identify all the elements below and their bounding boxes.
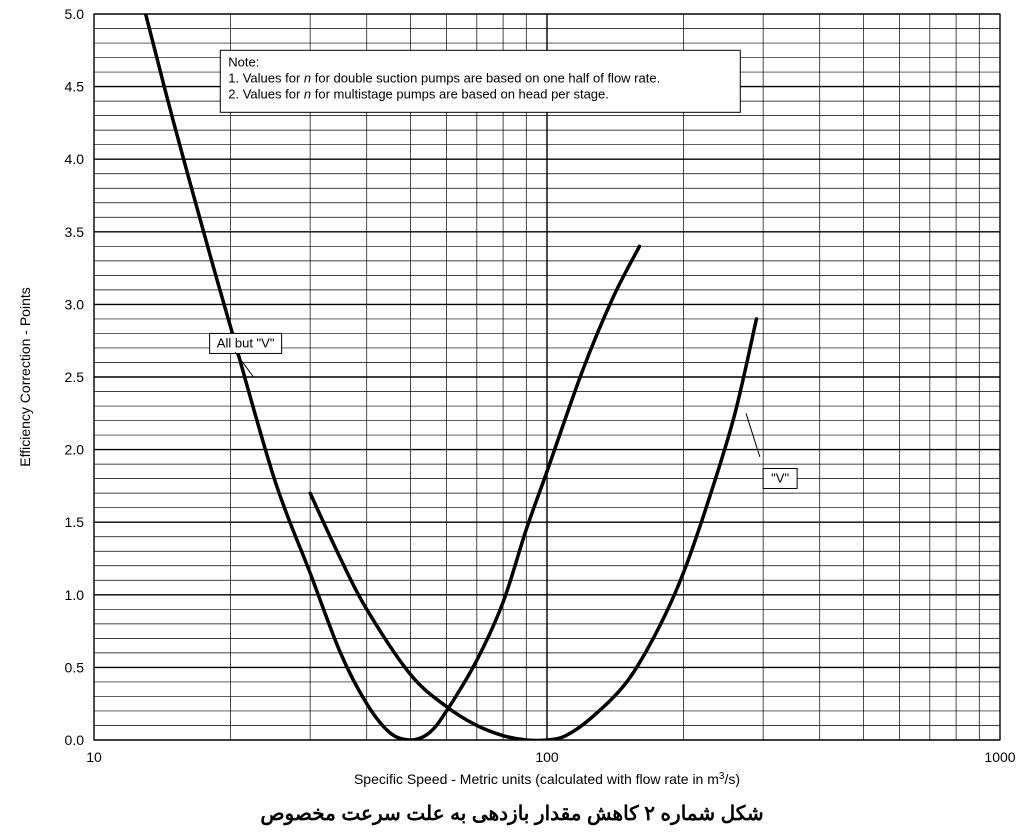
y-tick-label: 2.0 — [65, 442, 85, 458]
figure-caption: شکل شماره ۲ کاهش مقدار بازدهی به علت سرع… — [0, 801, 1024, 826]
series-label-1: "V" — [771, 470, 789, 485]
y-tick-label: 5.0 — [65, 6, 85, 22]
y-tick-label: 0.0 — [65, 732, 85, 748]
series-label-0: All but "V" — [217, 335, 275, 350]
figure: 0.0 0.5 1.0 1.5 2.0 2.5 3.0 3.5 4.0 4.5 5.0 10 100 10… — [0, 0, 1024, 840]
y-axis-label: Efficiency Correction - Points — [17, 287, 33, 466]
x-tick-label: 10 — [86, 749, 102, 765]
y-tick-label: 3.0 — [65, 296, 85, 312]
y-tick-label: 0.5 — [65, 659, 85, 675]
x-axis-label: Specific Speed - Metric units (calculate… — [354, 771, 740, 788]
note-title: Note: — [228, 54, 259, 69]
y-tick-label: 3.5 — [65, 224, 85, 240]
y-tick-label: 1.5 — [65, 514, 85, 530]
note-line-1: 2. Values for n for multistage pumps are… — [228, 86, 609, 101]
chart-svg: 0.0 0.5 1.0 1.5 2.0 2.5 3.0 3.5 4.0 4.5 5.0 10 100 10… — [0, 0, 1024, 800]
x-tick-label: 1000 — [984, 749, 1015, 765]
x-tick-label: 100 — [535, 749, 559, 765]
y-tick-label: 4.0 — [65, 151, 85, 167]
note-line-0: 1. Values for n for double suction pumps… — [228, 70, 660, 85]
y-tick-label: 4.5 — [65, 79, 85, 95]
y-tick-label: 1.0 — [65, 587, 85, 603]
y-tick-label: 2.5 — [65, 369, 85, 385]
